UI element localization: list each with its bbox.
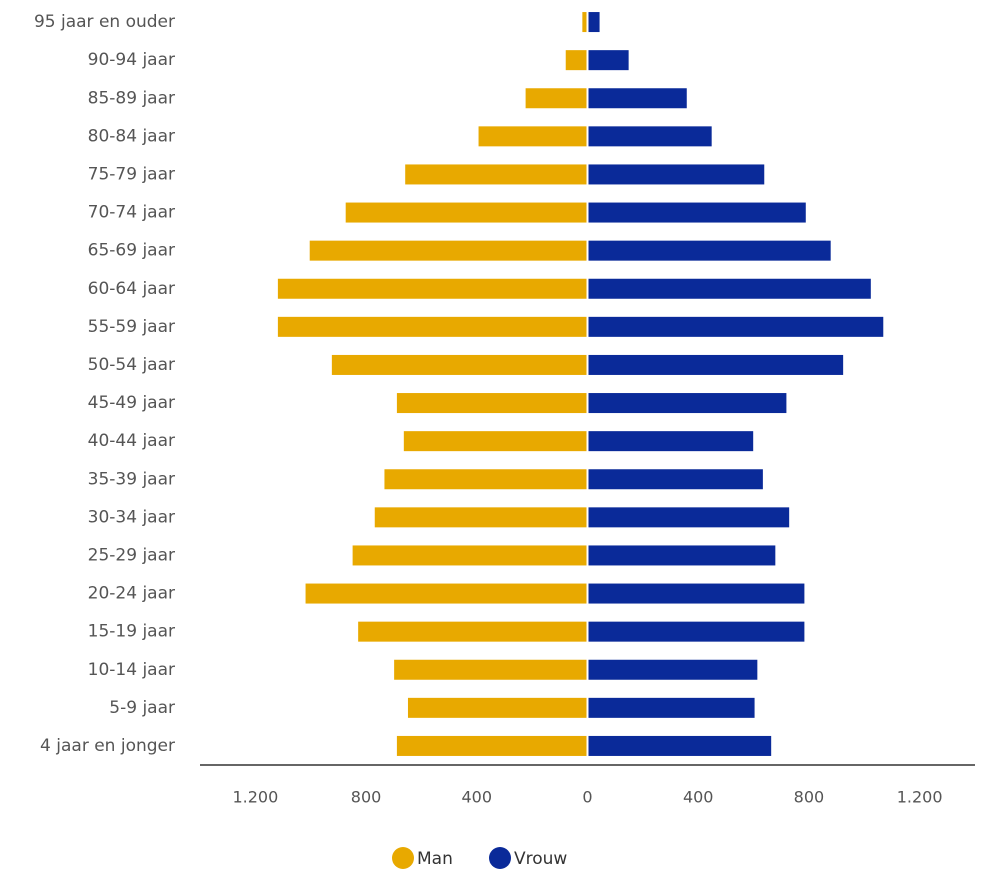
bar	[588, 735, 772, 756]
y-tick-label: 95 jaar en ouder	[34, 12, 175, 32]
bar	[588, 583, 805, 604]
y-tick-label: 70-74 jaar	[88, 203, 175, 223]
x-tick-label: 1.200	[232, 788, 278, 807]
y-tick-label: 50-54 jaar	[88, 355, 175, 375]
bar	[588, 164, 765, 185]
bar	[588, 354, 844, 375]
bar	[345, 202, 587, 223]
bar	[331, 354, 587, 375]
legend-swatch	[489, 847, 511, 869]
bar	[582, 12, 587, 33]
bar	[588, 507, 790, 528]
bar	[394, 659, 587, 680]
bar	[588, 393, 787, 414]
bar	[588, 621, 805, 642]
bar	[588, 126, 712, 147]
bar	[588, 659, 758, 680]
y-tick-label: 75-79 jaar	[88, 164, 175, 184]
bar	[588, 12, 600, 33]
y-tick-label: 5-9 jaar	[109, 698, 175, 718]
bar	[588, 545, 776, 566]
bar	[565, 50, 587, 71]
bar	[352, 545, 587, 566]
bar	[309, 240, 587, 261]
bar	[277, 316, 587, 337]
bar	[396, 735, 587, 756]
bar	[588, 431, 754, 452]
x-tick-label: 800	[351, 788, 382, 807]
bar	[588, 278, 871, 299]
bar	[588, 316, 884, 337]
y-tick-label: 10-14 jaar	[88, 660, 175, 680]
bar	[588, 50, 629, 71]
x-tick-label: 400	[683, 788, 714, 807]
x-tick-label: 800	[794, 788, 825, 807]
bar	[588, 88, 687, 109]
bar	[525, 88, 587, 109]
legend-swatch	[392, 847, 414, 869]
legend-label: Vrouw	[514, 849, 567, 869]
bar	[277, 278, 587, 299]
bar	[358, 621, 587, 642]
y-tick-label: 30-34 jaar	[88, 507, 175, 527]
y-tick-label: 45-49 jaar	[88, 393, 175, 413]
bar	[478, 126, 587, 147]
bar	[405, 164, 587, 185]
bar	[403, 431, 587, 452]
y-tick-label: 40-44 jaar	[88, 431, 175, 451]
bar	[588, 202, 806, 223]
bar	[396, 393, 587, 414]
x-tick-label: 0	[582, 788, 592, 807]
x-tick-label: 400	[462, 788, 493, 807]
bar	[588, 697, 755, 718]
x-tick-label: 1.200	[897, 788, 943, 807]
bar	[384, 469, 587, 490]
y-tick-label: 55-59 jaar	[88, 317, 175, 337]
y-tick-label: 20-24 jaar	[88, 584, 175, 604]
legend-label: Man	[417, 849, 453, 869]
y-tick-label: 90-94 jaar	[88, 50, 175, 70]
y-tick-label: 80-84 jaar	[88, 126, 175, 146]
y-tick-label: 85-89 jaar	[88, 88, 175, 108]
bar	[305, 583, 587, 604]
bar	[374, 507, 587, 528]
bar	[407, 697, 587, 718]
y-tick-label: 15-19 jaar	[88, 622, 175, 642]
bar	[588, 469, 763, 490]
y-tick-label: 4 jaar en jonger	[40, 736, 175, 756]
y-tick-label: 35-39 jaar	[88, 469, 175, 489]
y-tick-label: 60-64 jaar	[88, 279, 175, 299]
bar	[588, 240, 831, 261]
y-tick-label: 65-69 jaar	[88, 241, 175, 261]
y-tick-label: 25-29 jaar	[88, 545, 175, 565]
